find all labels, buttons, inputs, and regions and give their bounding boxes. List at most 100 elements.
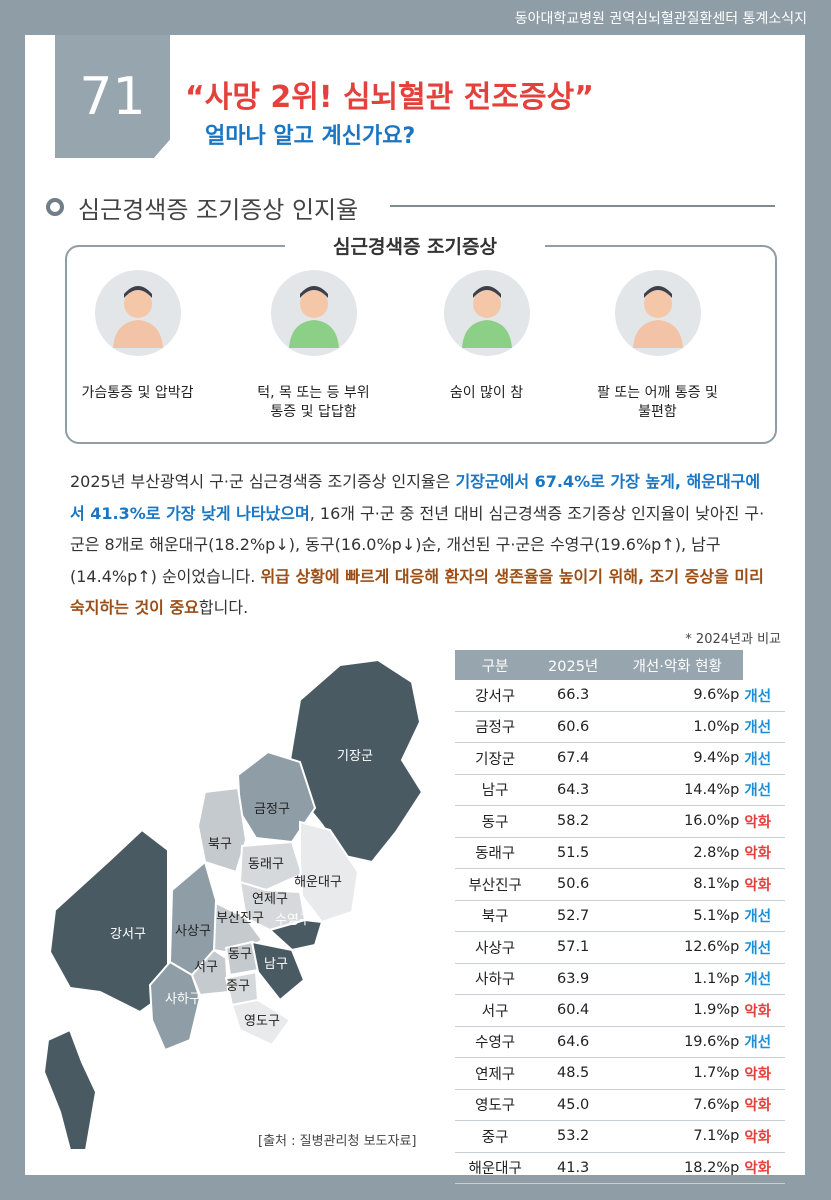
district-cell: 서구 — [455, 994, 536, 1027]
value-cell: 60.6 — [535, 711, 612, 743]
symptom-label: 턱, 목 또는 등 부위 통증 및 답답함 — [257, 385, 370, 420]
change-cell: 7.6%p — [611, 1089, 744, 1121]
district-label: 영도구 — [244, 1014, 280, 1029]
table-row: 해운대구 41.3 18.2%p 악화 — [455, 1152, 785, 1184]
change-cell: 9.4%p — [611, 742, 744, 775]
symptom: 팔 또는 어깨 통증 및 불편함 — [570, 270, 745, 422]
value-cell: 50.6 — [535, 868, 612, 901]
value-cell: 53.2 — [535, 1120, 612, 1153]
table-row: 수영구 64.6 19.6%p 개선 — [455, 1026, 785, 1058]
change-cell: 1.0%p — [611, 711, 744, 743]
table-row: 사하구 63.9 1.1%p 개선 — [455, 963, 785, 995]
section-title: 심근경색증 조기증상 인지율 — [78, 190, 373, 225]
icon — [112, 286, 163, 348]
status-cell: 개선 — [743, 711, 785, 743]
change-cell: 8.1%p — [611, 868, 744, 901]
text: 2025년 부산광역시 구·군 심근경색증 조기증상 인지율은 — [70, 472, 456, 491]
value-cell: 66.3 — [535, 680, 612, 712]
table-row: 부산진구 50.6 8.1%p 악화 — [455, 868, 785, 901]
text: 합니다. — [198, 598, 249, 617]
table-header: 구분 2025년 개선·악화 현황 — [455, 650, 785, 680]
district-cell: 중구 — [455, 1120, 536, 1153]
district-cell: 사하구 — [455, 963, 536, 995]
district-label: 북구 — [208, 837, 232, 852]
header-cell: 구분 — [455, 650, 536, 680]
highlight: 위급 상황에 빠르게 대응해 환자의 생존율을 높이기 위해, 조기 증상을 미… — [70, 566, 764, 618]
status-cell: 개선 — [743, 680, 785, 712]
value-cell: 52.7 — [535, 900, 612, 932]
district-label: 서구 — [194, 960, 218, 975]
district — [230, 998, 292, 1047]
district — [267, 918, 324, 952]
district — [196, 786, 248, 874]
district — [238, 840, 304, 892]
districts — [42, 658, 424, 1151]
status-cell: 악화 — [743, 1089, 785, 1121]
table: 구분 2025년 개선·악화 현황 강서구 66.3 9.6%p 개선 금정구 60.6 1.0… — [455, 650, 785, 1184]
status-cell: 악화 — [743, 1057, 785, 1090]
district-label: 수영구 — [275, 913, 311, 928]
district-label: 동구 — [228, 947, 252, 962]
symptom-icon — [614, 270, 701, 356]
change-cell: 12.6%p — [611, 931, 744, 964]
change-cell: 1.9%p — [611, 994, 744, 1027]
icon — [288, 286, 339, 348]
value-cell: 41.3 — [535, 1152, 612, 1184]
district — [299, 820, 360, 924]
district — [250, 940, 306, 1002]
status-cell: 악화 — [743, 868, 785, 901]
table-row: 연제구 48.5 1.7%p 악화 — [455, 1057, 785, 1090]
status-cell: 악화 — [743, 837, 785, 869]
symptom-label: 가슴통증 및 압박감 — [81, 385, 194, 401]
district-cell: 기장군 — [455, 742, 536, 775]
district-label: 기장군 — [337, 749, 373, 764]
status-cell: 개선 — [743, 931, 785, 964]
table-row: 금정구 60.6 1.0%p 개선 — [455, 711, 785, 743]
text: , 16개 구·군 중 전년 대비 심근경색증 조기증상 인지율이 낮아진 구·… — [70, 503, 765, 586]
change-cell: 5.1%p — [611, 900, 744, 932]
symptom: 가슴통증 및 압박감 — [50, 270, 225, 403]
change-cell: 7.1%p — [611, 1120, 744, 1153]
table-row: 남구 64.3 14.4%p 개선 — [455, 774, 785, 806]
district-cell: 수영구 — [455, 1026, 536, 1058]
section-line — [390, 205, 775, 207]
source: [출처 : 질병관리청 보도자료] — [258, 1134, 417, 1149]
district-cell: 영도구 — [455, 1089, 536, 1121]
status-cell: 개선 — [743, 742, 785, 775]
district-cell: 강서구 — [455, 680, 536, 712]
district — [148, 960, 202, 1052]
value-cell: 64.6 — [535, 1026, 612, 1058]
change-cell: 14.4%p — [611, 774, 744, 806]
value-cell: 64.3 — [535, 774, 612, 806]
value-cell: 58.2 — [535, 805, 612, 838]
symptom-icon — [443, 270, 530, 356]
table-row: 사상구 57.1 12.6%p 개선 — [455, 931, 785, 964]
change-cell: 16.0%p — [611, 805, 744, 838]
subtitle: 얼마나 알고 계신가요? — [205, 124, 416, 149]
status-cell: 악화 — [743, 805, 785, 838]
status-cell: 개선 — [743, 900, 785, 932]
icon — [461, 286, 512, 348]
district-label: 금정구 — [254, 802, 290, 817]
district-cell: 남구 — [455, 774, 536, 806]
value-cell: 51.5 — [535, 837, 612, 869]
symptom-label: 팔 또는 어깨 통증 및 불편함 — [597, 385, 718, 420]
issue-number: 71 — [55, 35, 170, 158]
change-cell: 1.1%p — [611, 963, 744, 995]
table-row: 중구 53.2 7.1%p 악화 — [455, 1120, 785, 1153]
table-row: 북구 52.7 5.1%p 개선 — [455, 900, 785, 932]
change-cell: 9.6%p — [611, 680, 744, 712]
district-label: 사하구 — [165, 992, 201, 1007]
district-cell: 부산진구 — [455, 868, 536, 901]
status-cell: 개선 — [743, 774, 785, 806]
district-label: 동래구 — [248, 857, 284, 872]
value-cell: 67.4 — [535, 742, 612, 775]
district-cell: 연제구 — [455, 1057, 536, 1090]
table-note: * 2024년과 비교 — [685, 632, 781, 647]
district-label: 부산진구 — [216, 911, 264, 926]
district-cell: 동래구 — [455, 837, 536, 869]
value-cell: 60.4 — [535, 994, 612, 1027]
value-cell: 45.0 — [535, 1089, 612, 1121]
header-cell: 2025년 — [535, 650, 612, 680]
district-label: 연제구 — [252, 892, 288, 907]
